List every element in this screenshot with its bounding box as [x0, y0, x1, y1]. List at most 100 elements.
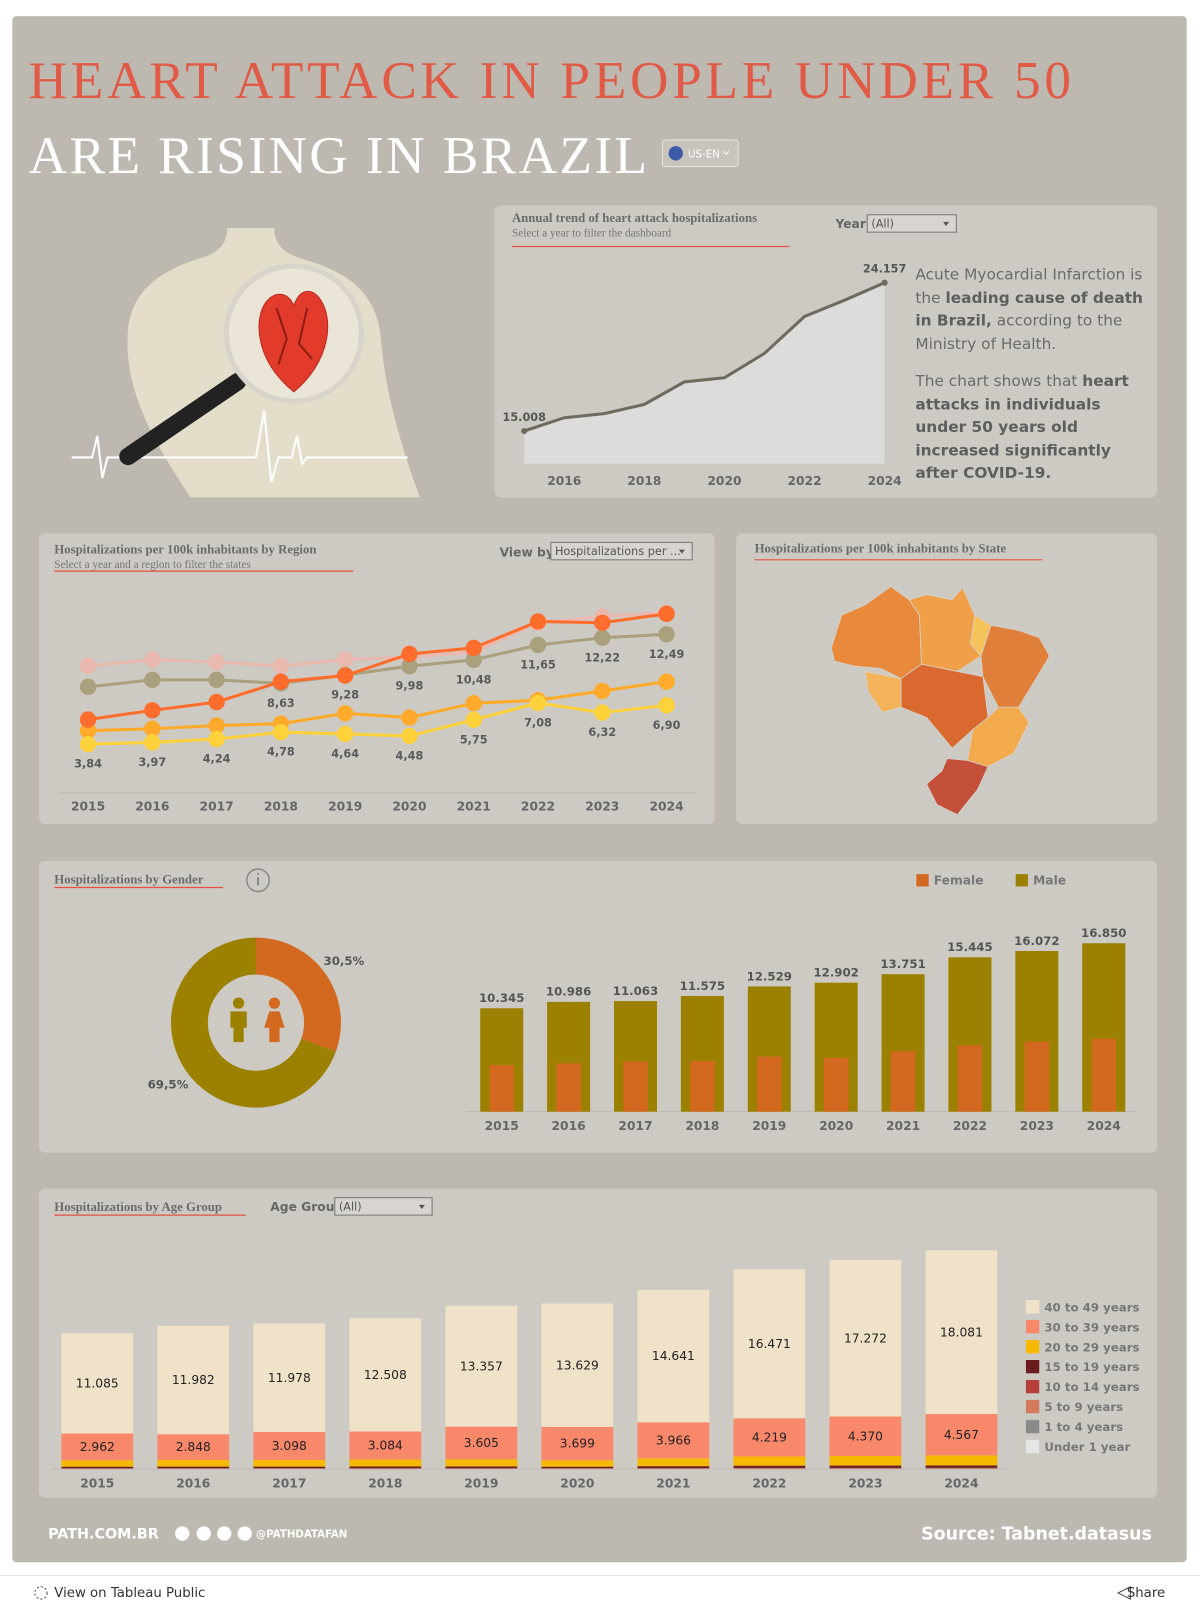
value-label: 11.978: [268, 1371, 311, 1385]
value-label: 2.962: [80, 1440, 115, 1454]
value-label: 17.272: [844, 1331, 887, 1345]
value-label: 3.098: [272, 1439, 307, 1453]
value-label: 15.008: [503, 411, 547, 424]
point: [144, 671, 161, 689]
person-icon: [232, 997, 245, 1009]
value-label: 3,84: [74, 758, 102, 771]
legend-swatch[interactable]: [1025, 1320, 1040, 1334]
bar-segment: [61, 1333, 134, 1434]
value-label: 10,48: [456, 673, 492, 686]
bar-segment: [829, 1260, 902, 1417]
social-icon[interactable]: [196, 1526, 211, 1541]
point: [272, 657, 290, 675]
value-label: 9,28: [331, 689, 359, 702]
point: [881, 279, 888, 286]
point: [144, 734, 161, 751]
x-tick-label: 2022: [787, 474, 821, 488]
bar-segment: [157, 1459, 230, 1467]
language-label[interactable]: US-EN: [688, 149, 720, 160]
value-label: 12.902: [813, 966, 858, 980]
bar-segment: [541, 1426, 614, 1461]
legend-swatch[interactable]: [1025, 1379, 1040, 1394]
bar-segment: [157, 1325, 230, 1435]
point: [208, 717, 225, 734]
point: [336, 705, 354, 722]
bar-segment: [637, 1422, 710, 1459]
x-tick-label: 2021: [457, 800, 491, 814]
filter-dropdown[interactable]: [334, 1197, 433, 1216]
x-tick-label: 2019: [328, 800, 362, 814]
filter-value[interactable]: (All): [871, 218, 894, 231]
legend-label[interactable]: Male: [1033, 873, 1066, 887]
chart-title: Hospitalizations by Age Group: [54, 1200, 222, 1214]
legend-label[interactable]: 10 to 14 years: [1044, 1380, 1139, 1394]
social-icon[interactable]: [217, 1526, 232, 1541]
filter-dropdown[interactable]: [550, 541, 693, 561]
social-icon[interactable]: [237, 1526, 252, 1541]
legend-swatch[interactable]: [1025, 1439, 1040, 1454]
filter-label: Age Group: [270, 1200, 343, 1214]
x-tick-label: 2023: [1020, 1119, 1054, 1133]
info-icon[interactable]: [245, 868, 271, 893]
value-label: 11.982: [172, 1373, 215, 1387]
person-icon: [230, 1011, 247, 1043]
point: [208, 653, 225, 671]
legend-label[interactable]: 5 to 9 years: [1044, 1400, 1123, 1414]
x-tick-label: 2015: [485, 1119, 519, 1133]
paragraph: Acute Myocardial Infarction is the leadi…: [915, 263, 1153, 355]
x-tick-label: 2015: [80, 1476, 114, 1490]
legend-label[interactable]: 1 to 4 years: [1044, 1420, 1123, 1434]
social-icon[interactable]: [175, 1526, 190, 1541]
value-label: 5,75: [460, 733, 488, 746]
bar-segment: [541, 1460, 614, 1467]
filter-value[interactable]: Hospitalizations per ...: [555, 545, 681, 558]
dropdown-arrow: [943, 221, 950, 227]
value-label: 3.699: [560, 1437, 595, 1451]
chart-subtitle: Select a year and a region to filter the…: [54, 559, 250, 571]
map-region[interactable]: [980, 624, 1050, 708]
card: [38, 533, 715, 824]
bar-segment: [253, 1466, 326, 1469]
legend-swatch[interactable]: [1025, 1340, 1040, 1354]
point: [465, 651, 482, 669]
bar-segment: [541, 1466, 614, 1469]
legend-swatch[interactable]: [1015, 874, 1028, 887]
legend-label[interactable]: 40 to 49 years: [1044, 1300, 1139, 1314]
bar: [690, 1060, 715, 1112]
filter-value[interactable]: (All): [339, 1200, 362, 1213]
point: [144, 651, 161, 668]
share-icon[interactable]: [1116, 1585, 1131, 1600]
legend-swatch[interactable]: [1025, 1300, 1040, 1314]
x-tick-label: 2023: [848, 1476, 882, 1490]
donut-slice: [255, 937, 341, 1052]
text-segment: heart attacks in individuals under 50 ye…: [915, 371, 1129, 478]
value-label: 16.471: [748, 1337, 791, 1351]
chart-title: Hospitalizations by Gender: [54, 872, 203, 886]
legend-swatch[interactable]: [1025, 1399, 1040, 1414]
paragraph: The chart shows that heart attacks in in…: [915, 369, 1153, 478]
filter-dropdown[interactable]: [866, 214, 957, 233]
x-tick-label: 2016: [552, 1119, 586, 1133]
legend-label[interactable]: 20 to 29 years: [1044, 1340, 1139, 1354]
legend-swatch[interactable]: [1025, 1419, 1040, 1434]
legend-label[interactable]: Female: [934, 873, 984, 887]
dropdown-arrow: [418, 1204, 425, 1209]
map-region[interactable]: [926, 758, 989, 816]
map-region[interactable]: [864, 670, 902, 713]
x-tick-label: 2024: [649, 800, 683, 814]
share-button[interactable]: Share: [1127, 1586, 1165, 1601]
value-label: 3,97: [138, 756, 166, 769]
bar-segment: [637, 1289, 710, 1423]
bar: [489, 1065, 514, 1112]
legend-swatch[interactable]: [916, 874, 929, 887]
legend-label[interactable]: Under 1 year: [1044, 1440, 1130, 1454]
legend-label[interactable]: 15 to 19 years: [1044, 1360, 1139, 1374]
point: [79, 735, 97, 753]
language-button[interactable]: [661, 139, 739, 168]
bar-segment: [349, 1431, 422, 1460]
legend-label[interactable]: 30 to 39 years: [1044, 1320, 1139, 1334]
bar-segment: [829, 1456, 902, 1466]
legend-swatch[interactable]: [1025, 1359, 1040, 1374]
view-link[interactable]: View on Tableau Public: [54, 1586, 205, 1601]
